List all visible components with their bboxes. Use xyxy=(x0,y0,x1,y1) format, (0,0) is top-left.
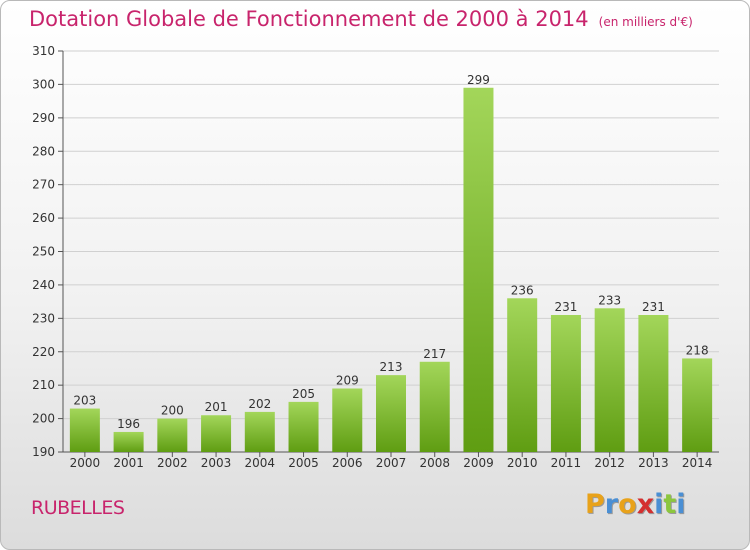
y-tick-label: 220 xyxy=(32,345,55,359)
bar-2006 xyxy=(332,388,363,452)
y-tick-label: 210 xyxy=(32,378,55,392)
value-label-2008: 217 xyxy=(423,347,446,361)
y-tick-label: 260 xyxy=(32,211,55,225)
y-tick-label: 230 xyxy=(32,311,55,325)
value-label-2005: 205 xyxy=(292,387,315,401)
bar-2014 xyxy=(682,358,713,452)
x-tick-label-2003: 2003 xyxy=(201,456,232,470)
bars xyxy=(69,87,713,452)
x-tick-label-2007: 2007 xyxy=(376,456,407,470)
y-tick-label: 300 xyxy=(32,77,55,91)
value-label-2002: 200 xyxy=(161,404,184,418)
x-tick-label-2013: 2013 xyxy=(638,456,669,470)
bar-2013 xyxy=(638,314,669,452)
labels: 190 200 210 220 230 240 250 260 270 280 290 300 310 2… xyxy=(32,44,712,470)
commune-name: RUBELLES xyxy=(31,497,125,519)
x-tick-label-2002: 2002 xyxy=(157,456,188,470)
value-label-2012: 233 xyxy=(598,293,621,307)
x-tick-label-2000: 2000 xyxy=(70,456,101,470)
logo-letter: i xyxy=(654,489,664,520)
value-label-2001: 196 xyxy=(117,417,140,431)
logo-letter: t xyxy=(663,489,677,520)
x-tick-label-2010: 2010 xyxy=(507,456,538,470)
value-label-2013: 231 xyxy=(642,300,665,314)
value-label-2007: 213 xyxy=(380,360,403,374)
y-tick-label: 190 xyxy=(32,445,55,459)
x-tick-label-2001: 2001 xyxy=(113,456,144,470)
bar-2001 xyxy=(113,431,144,452)
bar-2009 xyxy=(463,87,494,452)
title-text: Dotation Globale de Fonctionnement de 20… xyxy=(29,7,589,31)
value-label-2009: 299 xyxy=(467,73,490,87)
y-tick-label: 240 xyxy=(32,278,55,292)
value-label-2014: 218 xyxy=(686,343,709,357)
logo-letter: P xyxy=(585,489,605,520)
x-tick-label-2005: 2005 xyxy=(288,456,319,470)
bar-2003 xyxy=(201,415,232,452)
logo-letter: x xyxy=(636,489,655,520)
value-label-2010: 236 xyxy=(511,283,534,297)
bar-2002 xyxy=(157,418,188,452)
chart-title: Dotation Globale de Fonctionnement de 20… xyxy=(29,7,693,31)
bar-2004 xyxy=(244,411,275,452)
x-tick-label-2004: 2004 xyxy=(245,456,276,470)
x-tick-label-2014: 2014 xyxy=(682,456,713,470)
bar-2011 xyxy=(550,314,581,452)
x-tick-label-2011: 2011 xyxy=(551,456,582,470)
logo-letter: i xyxy=(676,489,686,520)
x-tick-label-2006: 2006 xyxy=(332,456,363,470)
proxiti-logo: Proxiti xyxy=(585,489,686,520)
unit-label: (en milliers d'€) xyxy=(598,15,693,29)
bar-2010 xyxy=(507,298,538,452)
logo-letter: r xyxy=(604,489,619,520)
value-label-2004: 202 xyxy=(248,397,271,411)
bar-2007 xyxy=(376,375,406,452)
bar-2000 xyxy=(69,408,100,452)
y-tick-label: 280 xyxy=(32,144,55,158)
value-label-2006: 209 xyxy=(336,374,359,388)
value-label-2011: 231 xyxy=(554,300,577,314)
bar-2005 xyxy=(288,401,319,452)
y-tick-label: 270 xyxy=(32,178,55,192)
y-tick-label: 310 xyxy=(32,44,55,58)
x-tick-label-2009: 2009 xyxy=(463,456,494,470)
y-tick-label: 200 xyxy=(32,412,55,426)
y-tick-label: 290 xyxy=(32,111,55,125)
x-tick-label-2008: 2008 xyxy=(419,456,450,470)
x-tick-label-2012: 2012 xyxy=(594,456,625,470)
bar-2008 xyxy=(419,361,450,452)
bar-2012 xyxy=(594,308,625,452)
y-tick-label: 250 xyxy=(32,245,55,259)
logo-letter: o xyxy=(618,489,637,520)
value-label-2003: 201 xyxy=(205,400,228,414)
value-label-2000: 203 xyxy=(73,394,96,408)
